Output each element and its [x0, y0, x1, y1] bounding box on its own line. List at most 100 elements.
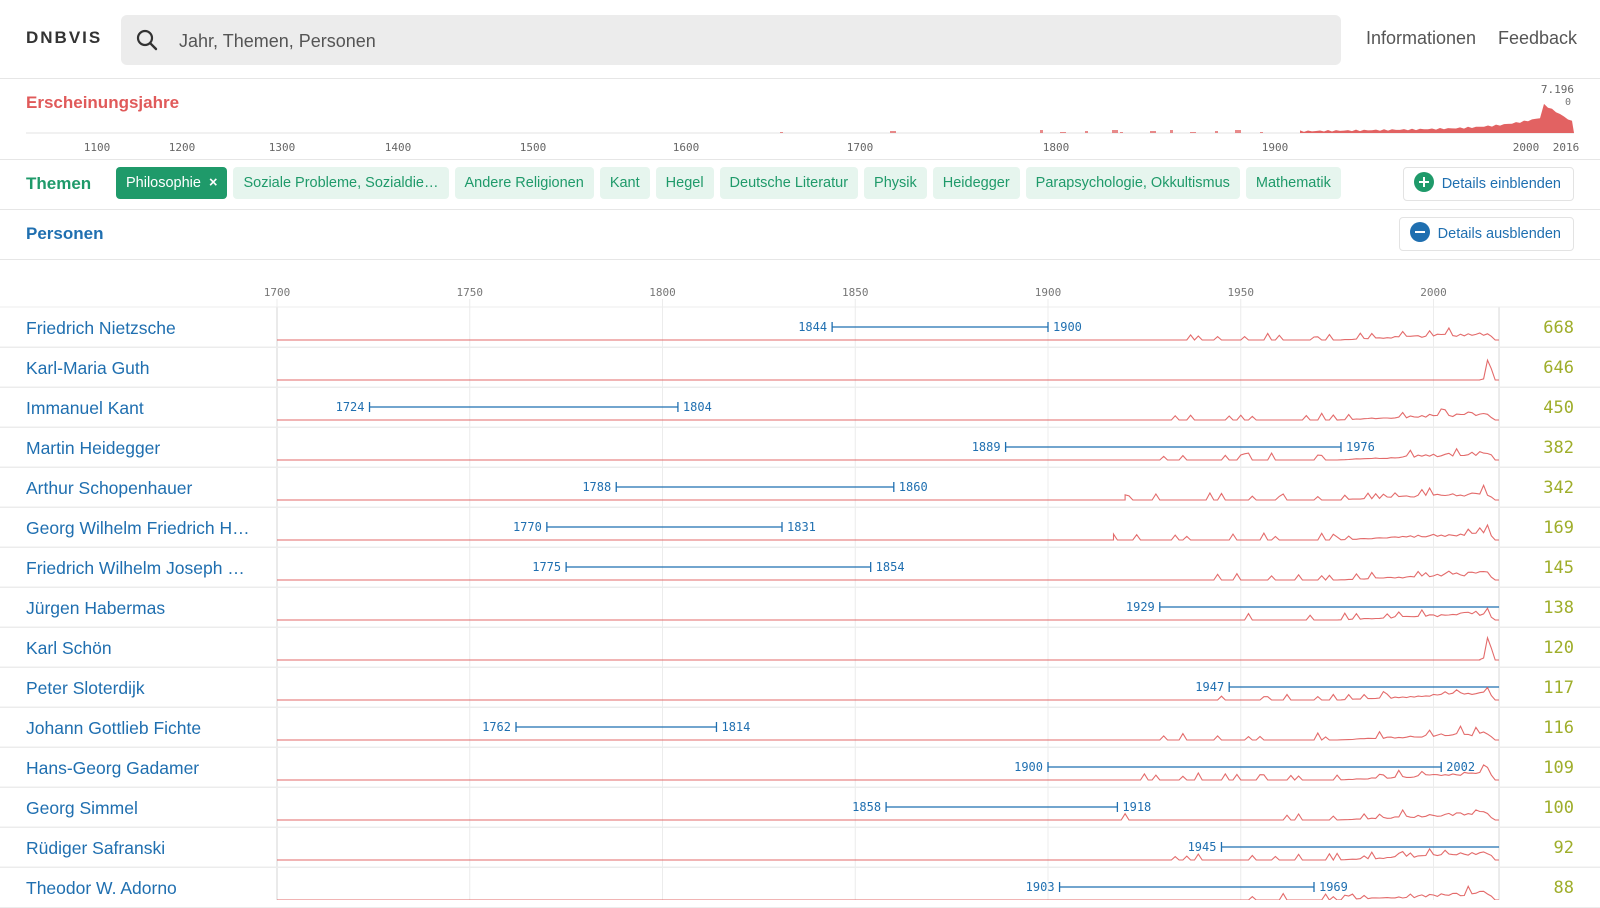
person-row[interactable]: Arthur Schopenhauer 342 [0, 467, 1600, 508]
death-year-label: 1804 [683, 400, 712, 414]
remove-theme-icon[interactable]: × [208, 175, 218, 191]
person-name[interactable]: Martin Heidegger [26, 438, 161, 458]
person-row[interactable]: Georg Simmel 100 [0, 787, 1600, 828]
year-axis-tick: 1200 [169, 141, 196, 154]
lifespan-bar: 1788 1860 [582, 480, 927, 494]
person-row[interactable]: Johann Gottlieb Fichte 116 [0, 707, 1600, 748]
publication-years-bar [1060, 132, 1066, 133]
year-axis-tick: 1700 [847, 141, 874, 154]
theme-chip-label: Andere Religionen [464, 175, 584, 191]
publication-sparkline [277, 408, 1499, 421]
person-row[interactable]: Rüdiger Safranski 92 [0, 827, 1600, 868]
theme-chip[interactable]: Andere Religionen [454, 167, 594, 199]
publication-sparkline [277, 358, 1499, 381]
person-name[interactable]: Friedrich Nietzsche [26, 318, 176, 338]
timeline-axis-tick: 1900 [1035, 286, 1062, 299]
publication-years-bar [1120, 132, 1123, 133]
person-row[interactable]: Friedrich Nietzsche 668 [0, 307, 1600, 348]
year-min-label: 0 [1565, 97, 1571, 108]
birth-year-label: 1929 [1126, 600, 1155, 614]
person-publication-count: 117 [1543, 678, 1574, 698]
hide-details-button[interactable]: Details ausblenden [1398, 217, 1574, 251]
top-bar: DNBVIS Informationen Feedback [0, 0, 1600, 79]
person-name[interactable]: Theodor W. Adorno [26, 878, 177, 898]
person-publication-count: 92 [1553, 838, 1574, 858]
publication-years-bar [1112, 130, 1118, 133]
lifespan-bar: 1929 [1126, 600, 1500, 614]
show-details-label: Details einblenden [1441, 176, 1561, 192]
theme-chip[interactable]: Hegel [655, 167, 714, 199]
publication-years-title: Erscheinungsjahre [26, 93, 180, 112]
nav-informationen[interactable]: Informationen [1366, 28, 1477, 48]
nav-feedback[interactable]: Feedback [1498, 28, 1578, 48]
publication-years-panel: 1100 1200 1300 1400 1500 1600 1700 1800 1900 2000… [0, 79, 1600, 160]
year-axis-tick: 1400 [385, 141, 412, 154]
persons-title: Personen [26, 224, 104, 243]
person-name[interactable]: Karl Schön [26, 638, 112, 658]
theme-chip[interactable]: Parapsychologie, Okkultismus [1025, 167, 1240, 199]
death-year-label: 1854 [876, 560, 905, 574]
theme-chip[interactable]: Kant [599, 167, 650, 199]
person-name[interactable]: Peter Sloterdijk [26, 678, 145, 698]
year-axis-tick: 1600 [673, 141, 700, 154]
person-name[interactable]: Georg Simmel [26, 798, 138, 818]
death-year-label: 1918 [1122, 800, 1151, 814]
theme-chip[interactable]: Mathematik [1245, 167, 1341, 199]
person-row[interactable]: Theodor W. Adorno 88 [0, 867, 1600, 908]
publication-sparkline [277, 523, 1499, 541]
person-publication-count: 120 [1543, 638, 1574, 658]
search-input[interactable] [177, 15, 1321, 67]
lifespan-bar: 1724 1804 [336, 400, 712, 414]
person-row[interactable]: Hans-Georg Gadamer 109 [0, 747, 1600, 788]
app-logo[interactable]: DNBVIS [26, 28, 103, 47]
person-row[interactable]: Martin Heidegger 382 [0, 427, 1600, 468]
person-name[interactable]: Rüdiger Safranski [26, 838, 166, 858]
search-bar[interactable] [121, 15, 1341, 67]
lifespan-bar: 1945 [1188, 840, 1500, 854]
publication-years-histogram[interactable]: 1100 1200 1300 1400 1500 1600 1700 1800 1900 2000… [0, 79, 1600, 159]
timeline-axis-tick: 1950 [1228, 286, 1255, 299]
publication-sparkline [277, 847, 1499, 862]
publication-sparkline [277, 326, 1499, 341]
person-row[interactable]: Peter Sloterdijk 117 [0, 667, 1600, 708]
person-publication-count: 382 [1543, 438, 1574, 458]
birth-year-label: 1945 [1188, 840, 1217, 854]
birth-year-label: 1903 [1026, 880, 1055, 894]
person-name[interactable]: Johann Gottlieb Fichte [26, 718, 202, 738]
show-details-button[interactable]: Details einblenden [1402, 167, 1574, 201]
publication-sparkline [277, 808, 1499, 821]
person-name[interactable]: Karl-Maria Guth [26, 358, 150, 378]
year-max-label: 7.196 [1541, 83, 1574, 96]
person-publication-count: 450 [1543, 398, 1574, 418]
person-name[interactable]: Georg Wilhelm Friedrich H… [26, 518, 250, 538]
lifespan-bar: 1762 1814 [482, 720, 750, 734]
birth-year-label: 1858 [852, 800, 881, 814]
theme-chip[interactable]: Soziale Probleme, Sozialdie… [233, 167, 449, 199]
theme-chip[interactable]: Deutsche Literatur [719, 167, 859, 199]
theme-chip[interactable]: Philosophie × [116, 167, 228, 199]
theme-chip[interactable]: Physik [864, 167, 927, 199]
birth-year-label: 1770 [513, 520, 542, 534]
theme-chip[interactable]: Heidegger [932, 167, 1020, 199]
lifespan-bar: 1844 1900 [798, 320, 1082, 334]
person-row[interactable]: Karl-Maria Guth 646 [0, 347, 1600, 388]
person-name[interactable]: Friedrich Wilhelm Joseph … [26, 558, 245, 578]
person-row[interactable]: Jürgen Habermas 138 [0, 587, 1600, 628]
timeline-axis-tick: 1700 [264, 286, 291, 299]
person-publication-count: 646 [1543, 358, 1574, 378]
publication-sparkline [277, 635, 1499, 661]
person-name[interactable]: Arthur Schopenhauer [26, 478, 193, 498]
person-publication-count: 169 [1543, 518, 1574, 538]
person-row[interactable]: Immanuel Kant 450 [0, 387, 1600, 428]
person-row[interactable]: Georg Wilhelm Friedrich H… 169 [0, 507, 1600, 548]
person-name[interactable]: Jürgen Habermas [26, 598, 166, 618]
timeline-axis-tick: 2000 [1420, 286, 1447, 299]
theme-chip-label: Parapsychologie, Okkultismus [1035, 175, 1230, 191]
death-year-label: 1976 [1346, 440, 1375, 454]
hide-details-label: Details ausblenden [1437, 226, 1561, 242]
person-publication-count: 116 [1543, 718, 1574, 738]
person-row[interactable]: Karl Schön 120 [0, 627, 1600, 668]
person-name[interactable]: Hans-Georg Gadamer [26, 758, 200, 778]
person-row[interactable]: Friedrich Wilhelm Joseph … 145 [0, 547, 1600, 588]
person-name[interactable]: Immanuel Kant [26, 398, 144, 418]
